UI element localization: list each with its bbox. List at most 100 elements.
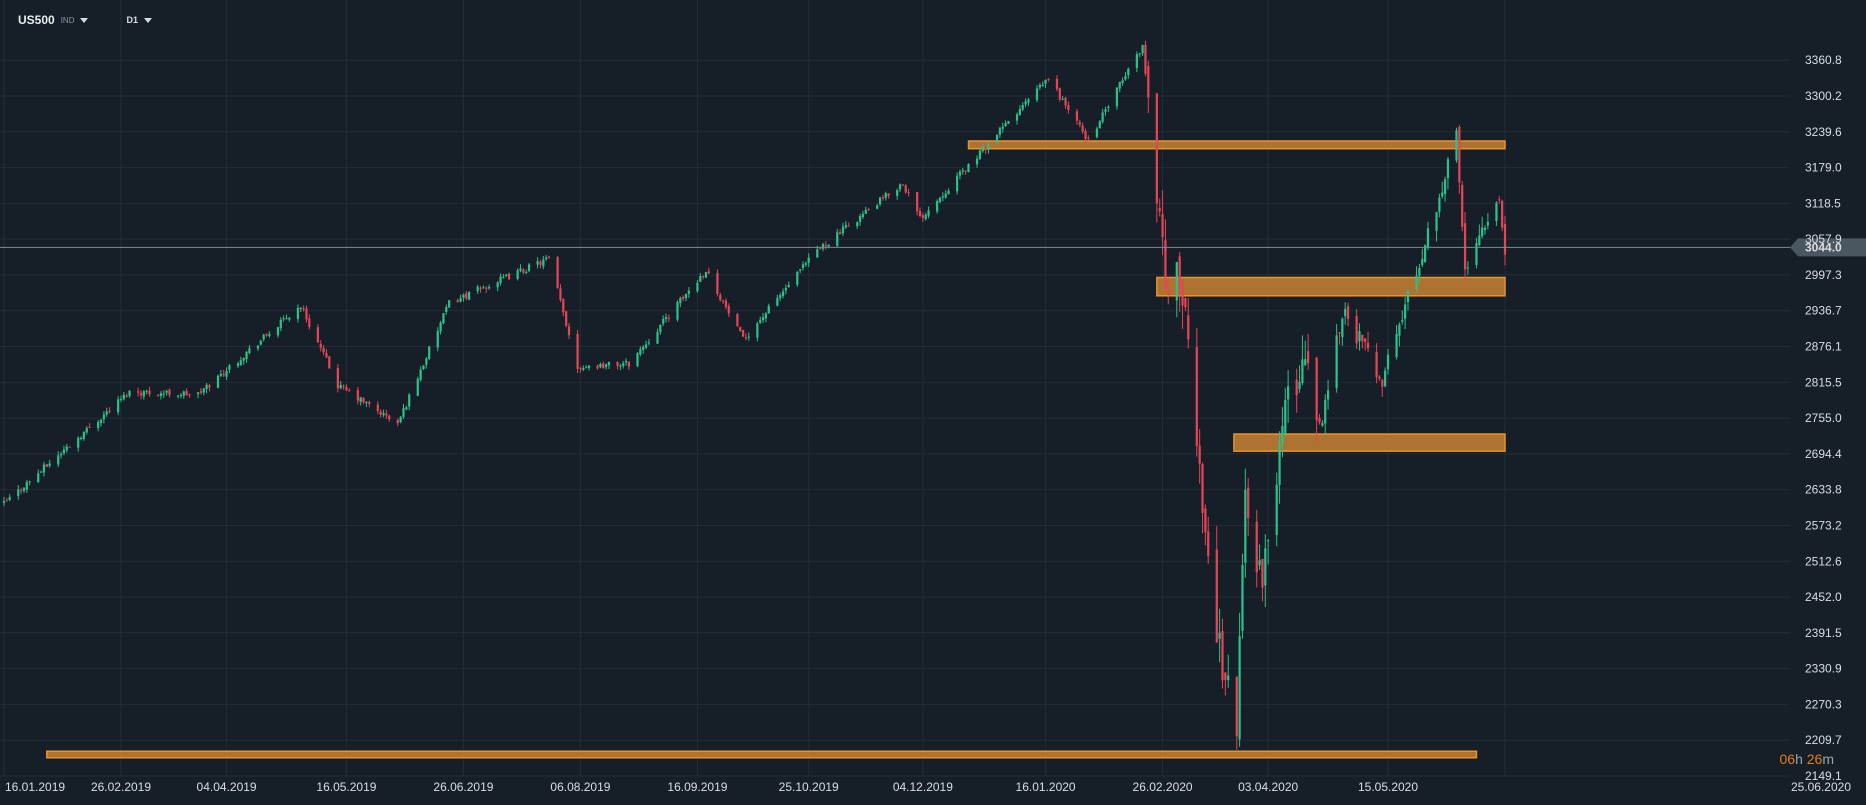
candle-body [1181,282,1184,306]
candle [539,259,542,269]
candle-body [1107,106,1110,108]
candle-body [938,197,942,203]
candle [579,366,582,373]
candle-body [707,271,710,274]
candle-body [1338,332,1341,334]
candle-body [784,288,788,291]
candle-body [385,413,388,416]
candle-body [1224,672,1227,681]
candle [1335,324,1338,393]
candle-body [1438,197,1441,213]
candle [305,305,308,323]
candle-body [864,210,867,214]
candle-body [1258,560,1261,566]
candle-body [799,269,802,271]
candle-body [1041,84,1044,87]
candle-body [1315,357,1318,421]
candle [1298,365,1301,393]
candle [37,469,40,483]
candle [1215,526,1218,643]
candle-body [836,232,839,247]
candle-body [1175,262,1178,301]
candle-body [1386,354,1390,370]
candle [1084,128,1087,143]
candle [1338,331,1341,345]
candle-body [898,184,902,190]
y-tick-label: 2452.0 [1805,590,1842,604]
candle [1455,127,1458,163]
candle-body [336,368,339,389]
candle-body [1443,179,1447,195]
candle-body [644,344,648,348]
candle-body [662,318,665,324]
candle [1306,333,1310,370]
y-tick-label: 3057.9 [1805,232,1842,246]
candle-body [887,193,890,196]
candle [747,332,750,341]
candle [1261,558,1264,602]
symbol-selector[interactable]: US500 IND [18,13,89,27]
candle-body [205,384,208,390]
candle-body [545,257,548,260]
candle [479,286,482,293]
candle-body [816,249,819,258]
candle-body [1306,351,1310,364]
candle [285,314,288,320]
candle [1384,367,1387,388]
candle [719,292,722,302]
chart-grid [0,0,1790,777]
candle-body [904,185,907,193]
candle-body [308,318,311,328]
candle [348,388,351,392]
candle-body [1155,93,1158,204]
candle [502,274,505,279]
candle-body [156,394,160,396]
candle [907,188,910,197]
countdown-hours: 06 [1779,751,1796,767]
candle [39,470,43,473]
candle-body [45,464,48,467]
candle-body [176,395,180,397]
candle [385,409,388,419]
candle [1421,248,1424,268]
candle [356,386,359,405]
x-tick-label: 25.10.2019 [779,780,839,794]
current-price-tag [1790,238,1866,257]
candle [1255,509,1258,588]
candle [368,400,371,408]
candle-body [587,365,591,368]
candle [542,256,545,270]
candle [1021,102,1024,112]
candle [142,390,145,400]
candle-body [1275,484,1278,536]
candle [1078,119,1081,128]
candle-body [1101,112,1104,122]
candle-body [936,200,939,212]
candle-body [256,345,260,349]
candle [17,485,20,500]
candle-body [781,291,785,297]
candle-body [1084,130,1087,139]
candle [739,326,742,332]
candle [179,393,183,399]
candle [1458,125,1461,194]
candle [1007,120,1010,125]
candle [938,197,942,204]
candle-body [117,399,120,413]
candle-body [77,437,80,448]
candle [1281,407,1284,458]
candle-body [365,402,368,404]
candle [947,188,950,195]
candle [604,363,608,370]
candle-body [604,364,608,368]
candle-body [1015,114,1019,121]
candle [20,487,23,495]
candle-body [1295,379,1298,396]
candle-body [716,272,719,294]
candle-body [699,276,702,282]
candle [396,418,399,427]
candle [1158,198,1161,217]
timeframe-selector[interactable]: D1 [126,15,152,25]
candle-body [322,347,325,353]
